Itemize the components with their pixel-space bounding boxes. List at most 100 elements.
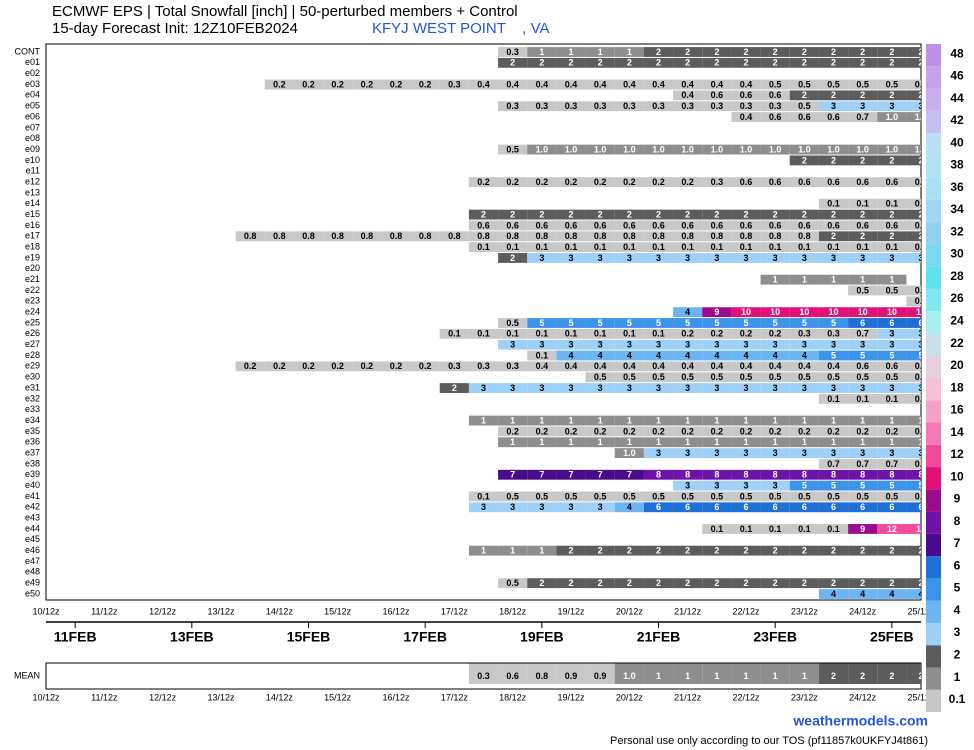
cell-label: 2	[598, 58, 603, 68]
cell-label: 0.3	[594, 101, 607, 111]
cell-label: 0.6	[769, 90, 782, 100]
cell-label: 2	[860, 209, 865, 219]
row-label: e17	[25, 231, 40, 241]
cell-label: 2	[802, 58, 807, 68]
cell-label: 2	[860, 231, 865, 241]
row-label: e38	[25, 458, 40, 468]
x-tick-label: 24/12z	[849, 692, 877, 702]
cell-label: 2	[889, 90, 894, 100]
cell-label: 0.8	[419, 231, 432, 241]
x-tick-label: 22/12z	[732, 606, 760, 616]
cell	[527, 101, 557, 112]
row-label: e16	[25, 220, 40, 230]
cell-label: 3	[714, 383, 719, 393]
cell-label: 0.6	[740, 177, 753, 187]
cell	[614, 220, 644, 231]
cell	[527, 144, 557, 155]
cell-label: 0.4	[536, 361, 549, 371]
cell-label: 2	[743, 47, 748, 57]
cell-label: 0.8	[331, 231, 344, 241]
cell-label: 0.5	[506, 578, 519, 588]
cell-label: 2	[889, 47, 894, 57]
cell-label: 8	[773, 470, 778, 480]
cell-label: 3	[773, 480, 778, 490]
cell-label: 0.5	[565, 491, 578, 501]
cell	[673, 415, 703, 426]
cell-label: 10	[858, 307, 868, 317]
cell	[906, 90, 921, 101]
cell	[848, 491, 878, 502]
cell-label: 0.7	[886, 459, 899, 469]
cell-label: 0.3	[740, 101, 753, 111]
cell-label: 2	[918, 231, 923, 241]
cell-label: 3	[831, 340, 836, 350]
cell	[614, 437, 644, 448]
cell	[906, 231, 921, 242]
cell-label: 0.5	[506, 144, 519, 154]
cell	[731, 79, 761, 90]
cell-label: 8	[685, 470, 690, 480]
cell-label: 1.0	[623, 671, 636, 681]
cell-label: 0.5	[798, 491, 811, 501]
cell	[527, 491, 557, 502]
cell	[731, 426, 761, 437]
cell-label: 1	[714, 437, 719, 447]
cell	[527, 545, 557, 556]
cell	[498, 101, 528, 112]
cell	[702, 361, 732, 372]
colorbar-label: 2	[954, 648, 961, 662]
cell	[614, 144, 644, 155]
cell-label: 2	[860, 671, 865, 681]
colorbar-segment	[926, 222, 941, 245]
cell-label: 0.8	[448, 231, 461, 241]
cell-label: 0.5	[623, 491, 636, 501]
cell-label: 0.2	[769, 426, 782, 436]
cell-label: 3	[568, 502, 573, 512]
cell	[789, 578, 819, 589]
cell-label: 1	[918, 437, 923, 447]
cell	[673, 339, 703, 350]
cell	[906, 220, 921, 231]
cell-label: 2	[918, 58, 923, 68]
cell-label: 1	[627, 415, 632, 425]
cell	[906, 545, 921, 556]
cell-label: 6	[918, 502, 923, 512]
cell	[789, 372, 819, 383]
cell-label: 3	[918, 253, 923, 263]
cell-label: 2	[714, 546, 719, 556]
cell	[760, 339, 790, 350]
cell	[498, 415, 528, 426]
cell	[702, 339, 732, 350]
colorbar-segment	[926, 511, 941, 534]
cell	[848, 307, 878, 318]
row-label: e12	[25, 176, 40, 186]
cell-label: 0.1	[711, 524, 724, 534]
x-tick-label: 14/12z	[266, 692, 294, 702]
cell	[906, 79, 921, 90]
cell	[818, 545, 849, 556]
cell-label: 1	[860, 415, 865, 425]
cell	[877, 426, 907, 437]
colorbar-segment	[926, 88, 941, 111]
cell	[877, 318, 907, 328]
cell	[614, 350, 644, 361]
cell-label: 1	[568, 437, 573, 447]
cell	[731, 437, 761, 448]
cell	[702, 502, 732, 513]
cell-label: 4	[656, 350, 661, 360]
cell-label: 0.1	[740, 524, 753, 534]
cell-label: 0.6	[681, 220, 694, 230]
cell	[848, 57, 878, 68]
cell-label: 0.8	[477, 231, 490, 241]
cell-label: 0.5	[740, 491, 753, 501]
cell	[731, 524, 761, 534]
cell	[789, 339, 819, 350]
cell-label: 3	[627, 383, 632, 393]
cell-label: 2	[714, 58, 719, 68]
cell	[702, 426, 732, 437]
cell	[556, 209, 586, 220]
cell-label: 4	[714, 350, 719, 360]
cell-label: 0.1	[915, 199, 928, 209]
cell-label: 0.5	[827, 491, 840, 501]
cell-label: 0.4	[740, 361, 753, 371]
